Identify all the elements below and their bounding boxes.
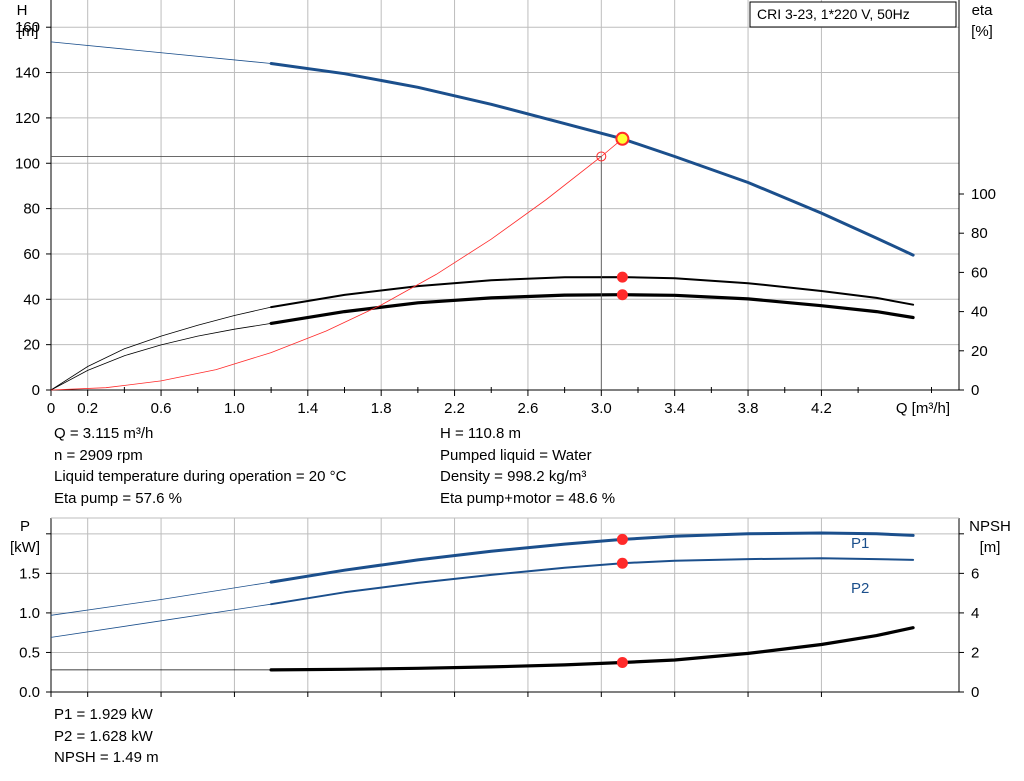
legend-box-frame	[749, 1, 957, 28]
bottom-y-left-unit: [kW]	[10, 539, 40, 556]
duty-point-p1-marker	[616, 533, 628, 545]
top-y-left-tick-label: 100	[15, 155, 40, 172]
top-axes: H [m] eta [%] 0 20 40 60 80 100 120 140 160 0 20 40 60 80…	[15, 0, 996, 417]
top-x-tick-label: 2.6	[517, 400, 538, 417]
legend-box: CRI 3-23, 1*220 V, 50Hz	[749, 1, 957, 28]
top-y-right-tick-label: 40	[971, 304, 988, 321]
duty-point-eta-pump-marker	[616, 271, 628, 283]
duty-point-npsh-marker	[616, 657, 628, 669]
series-p1-thin	[50, 581, 272, 616]
reference-point-marker	[596, 151, 607, 162]
top-y-left-tick-label: 0	[32, 382, 40, 399]
series-head-thin	[50, 41, 272, 64]
info-npsh: NPSH = 1.49 m	[54, 749, 159, 766]
top-x-tick-label: 2.2	[444, 400, 465, 417]
info-p2: P2 = 1.628 kW	[54, 727, 153, 745]
top-x-tick-label: 1.8	[371, 400, 392, 417]
top-y-left-tick-label: 160	[15, 19, 40, 36]
top-y-right-tick-label: 60	[971, 264, 988, 281]
info-liquid-temperature: Liquid temperature during operation = 20…	[54, 468, 347, 485]
series-label-p1: P1	[851, 535, 869, 552]
bottom-y-left-tick-label: 1.5	[19, 565, 40, 582]
bottom-y-left-tick-label: 1.0	[19, 605, 40, 622]
markers	[51, 131, 630, 669]
top-y-left-tick-label: 140	[15, 65, 40, 82]
top-y-left-label: H	[17, 2, 28, 19]
top-x-tick-label: 0.6	[151, 400, 172, 417]
top-x-tick-label: 1.0	[224, 400, 245, 417]
bottom-y-right-tick-label: 0	[971, 684, 979, 700]
top-x-tick-label: 3.4	[664, 400, 685, 417]
top-x-tick-label: 3.0	[591, 400, 612, 417]
top-y-left-tick-label: 20	[23, 337, 40, 354]
info-speed: n = 2909 rpm	[54, 446, 143, 464]
top-y-right-tick-label: 80	[971, 225, 988, 242]
top-x-tick-label: 0	[47, 400, 55, 417]
info-head: H = 110.8 m	[440, 425, 522, 442]
top-y-left-tick-label: 40	[23, 291, 40, 308]
duty-point-head-marker	[615, 131, 630, 146]
info-left: Q = 3.115 m³/h n = 2909 rpm Liquid tempe…	[54, 423, 346, 509]
top-y-right-unit: [%]	[971, 23, 993, 40]
top-x-tick-label: 4.2	[811, 400, 832, 417]
bottom-axes: P [kW] NPSH [m] 0.0 0.5 1.0 1.5 0 2 4 6	[10, 517, 1011, 700]
top-y-right-tick-label: 0	[971, 382, 979, 399]
top-y-left-tick-label: 80	[23, 201, 40, 218]
legend-box-text: CRI 3-23, 1*220 V, 50Hz	[757, 6, 910, 22]
bottom-y-right-label: NPSH	[969, 518, 1011, 535]
info-eta-pump: Eta pump = 57.6 %	[54, 489, 182, 507]
bottom-y-right-tick-label: 4	[971, 605, 979, 622]
bottom-y-right-tick-label: 2	[971, 644, 979, 661]
bottom-y-left-tick-label: 0.0	[19, 684, 40, 700]
series-label-p2: P2	[851, 580, 869, 597]
bottom-y-left-tick-label: 0.5	[19, 644, 40, 661]
bottom-y-right-tick-label: 6	[971, 565, 979, 582]
bottom-y-right-unit: [m]	[980, 539, 1001, 556]
info-bottom: P1 = 1.929 kW P2 = 1.628 kW NPSH = 1.49 …	[54, 704, 159, 769]
duty-point-p2-marker	[616, 557, 628, 569]
info-flow: Q = 3.115 m³/h	[54, 425, 154, 442]
bottom-y-left-label: P	[20, 518, 30, 535]
chart-background	[0, 0, 1024, 700]
info-right: H = 110.8 m Pumped liquid = Water Densit…	[440, 423, 615, 509]
series-p2-thin	[50, 603, 272, 638]
info-pumped-liquid: Pumped liquid = Water	[440, 446, 592, 464]
info-density: Density = 998.2 kg/m³	[440, 468, 587, 485]
duty-point-eta-total-marker	[616, 289, 628, 301]
top-x-tick-label: 0.2	[77, 400, 98, 417]
top-y-left-tick-label: 60	[23, 246, 40, 263]
info-eta-pump-motor: Eta pump+motor = 48.6 %	[440, 489, 616, 507]
top-x-tick-label: 1.4	[297, 400, 318, 417]
top-y-right-tick-label: 100	[971, 186, 996, 203]
series-system-thin	[50, 138, 623, 391]
top-x-tick-label: 3.8	[738, 400, 759, 417]
info-p1: P1 = 1.929 kW	[54, 706, 153, 723]
series-eta-pump-thin	[50, 306, 272, 391]
top-x-axis-label: Q [m³/h]	[896, 400, 950, 417]
series-eta-total-thin	[50, 323, 272, 391]
top-y-right-tick-label: 20	[971, 343, 988, 360]
pump-curve-chart: H[m]eta[%]020406080100120140160020406080…	[0, 0, 1024, 700]
top-y-right-label: eta	[972, 2, 994, 19]
top-y-left-unit: [m]	[18, 23, 39, 40]
top-y-left-tick-label: 120	[15, 110, 40, 127]
